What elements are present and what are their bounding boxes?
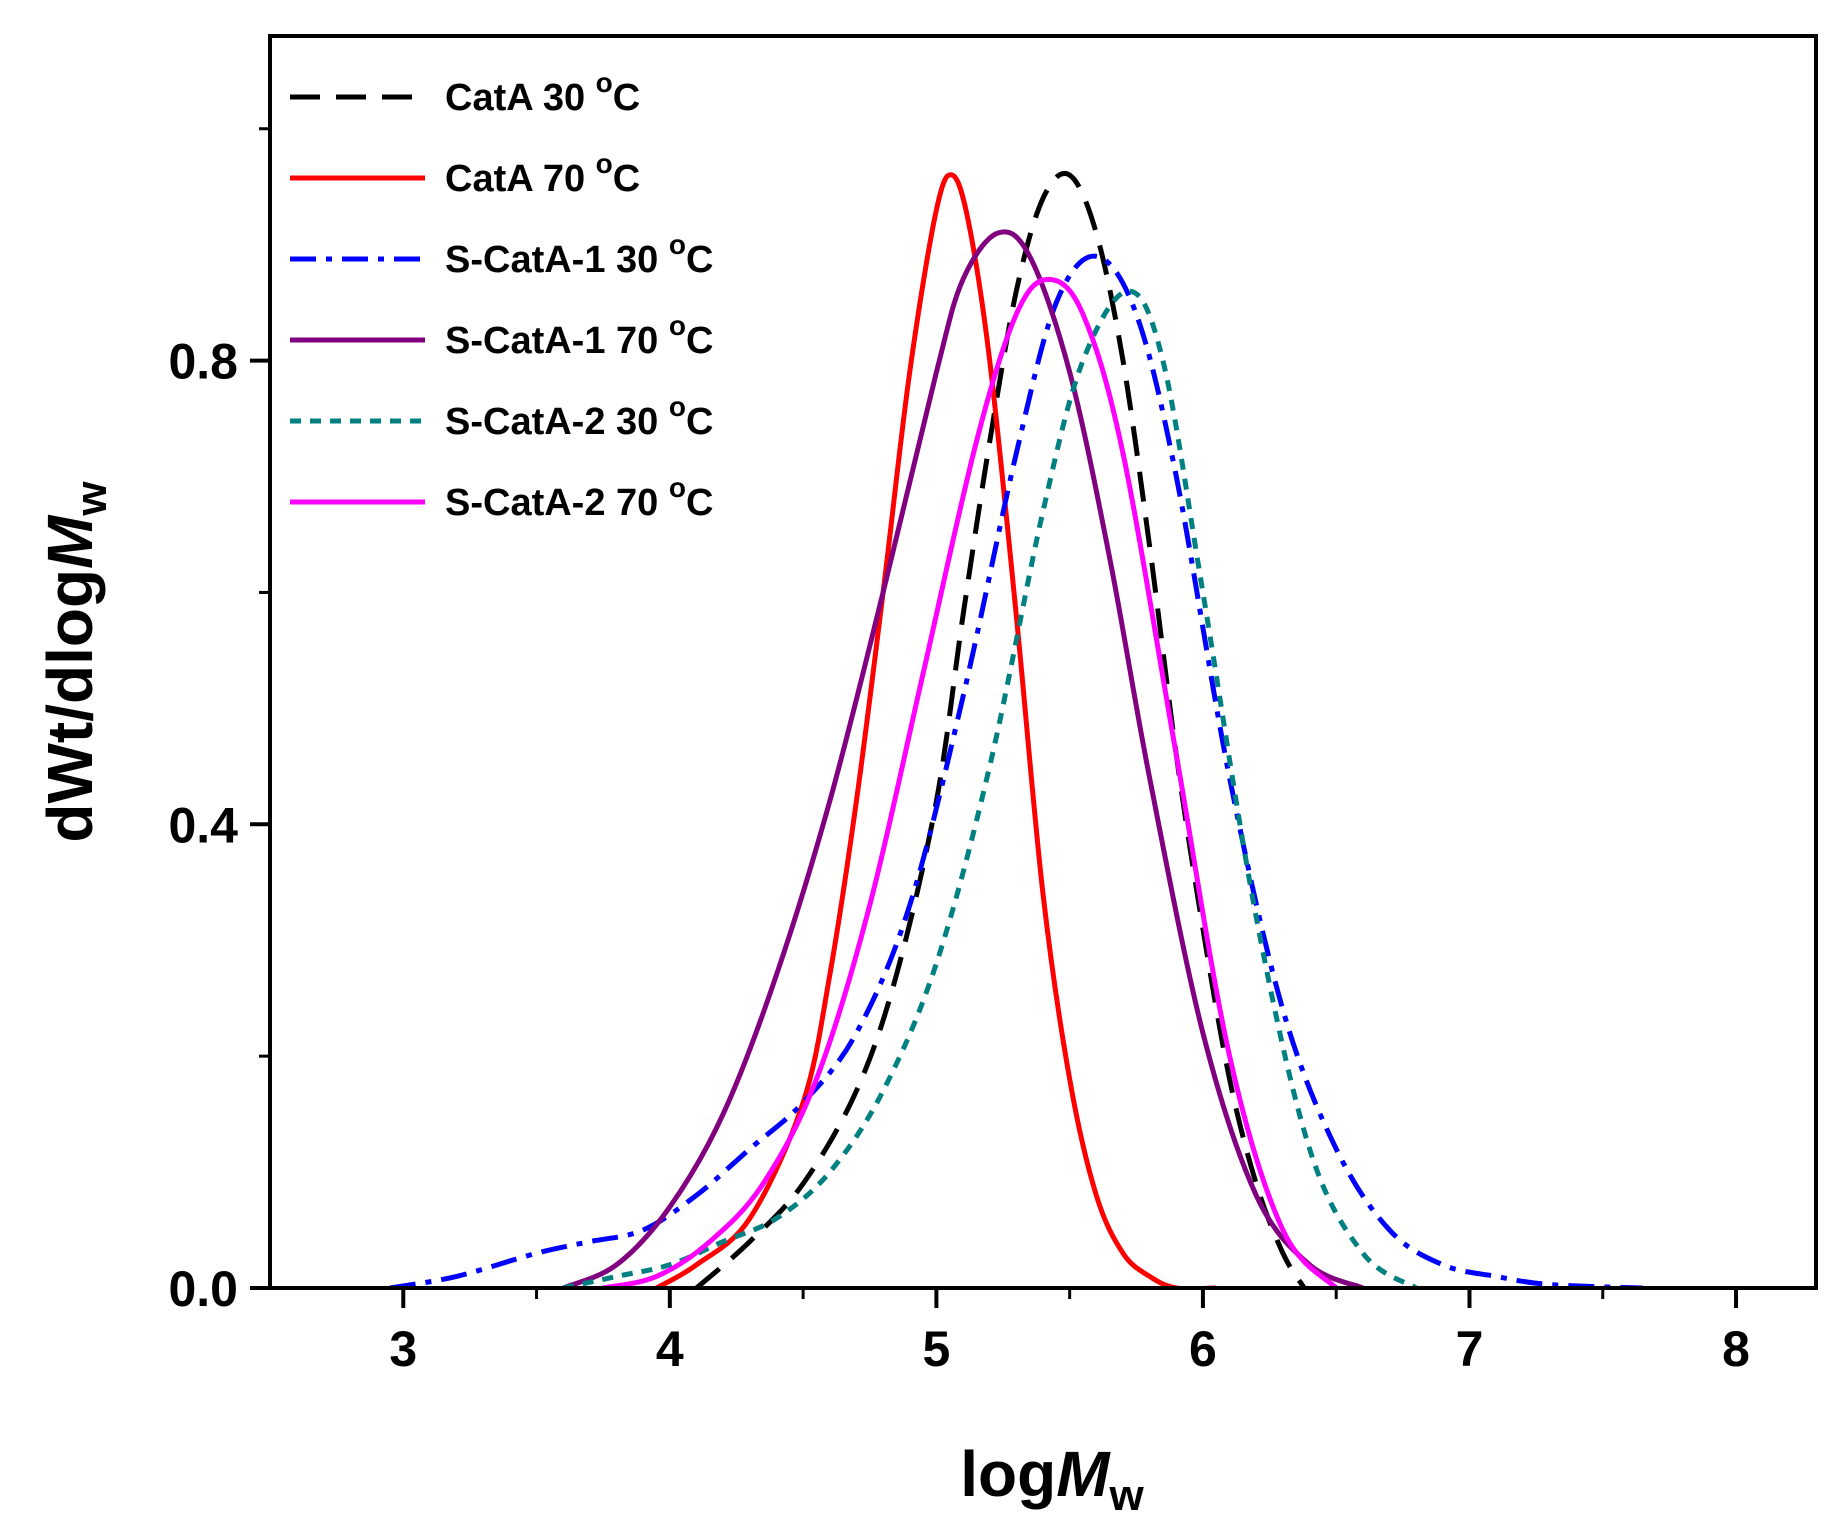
x-tick-label-7: 7 [1456,1321,1484,1377]
y-tick-label-0.8: 0.8 [168,334,238,390]
legend-label-text: S-CatA-2 30 [445,401,669,443]
legend-label-degree: o [596,67,613,98]
x-axis-title: logMw [960,1438,1144,1520]
x-tick-label-5: 5 [922,1321,950,1377]
series-s-cata-2-30-c [562,288,1418,1286]
legend-label-text: S-CatA-1 30 [445,239,669,281]
legend-label-unit: C [686,482,713,524]
legend-label-text: S-CatA-2 70 [445,482,669,524]
legend-label-unit: C [613,77,640,119]
y-axis-title-sub: w [67,481,116,517]
y-tick-label-0.4: 0.4 [168,797,238,853]
x-tick-label-3: 3 [389,1321,417,1377]
y-tick-label-0.0: 0.0 [168,1261,238,1317]
series-cata-70-c [655,172,1217,1286]
legend-label-unit: C [686,239,713,281]
y-axis-title-main: dWt/dlog [34,569,106,843]
x-tick-label-6: 6 [1189,1321,1217,1377]
legend-label-degree: o [596,148,613,179]
x-tick-labels: 3 4 5 6 7 8 [389,1321,1750,1377]
legend-label-unit: C [613,158,640,200]
series-s-cata-1-30-c [389,253,1643,1286]
axis-ticks [250,127,1739,1308]
plot-frame [268,34,1818,1290]
legend-label-unit: C [686,320,713,362]
legend-label-degree: o [669,229,686,260]
x-axis-title-sub: w [1109,1471,1145,1520]
x-axis-title-italic: M [1056,1438,1111,1510]
legend-label-degree: o [669,310,686,341]
legend-label-cata-70-c: CatA 70 oC [445,148,640,200]
legend-label-s-cata-2-70-c: S-CatA-2 70 oC [445,472,713,524]
legend-label-cata-30-c: CatA 30 oC [445,67,640,119]
legend-label-text: S-CatA-1 70 [445,320,669,362]
legend-label-text: CatA 30 [445,77,596,119]
legend-label-degree: o [669,391,686,422]
y-axis-title-italic: M [34,514,106,569]
legend-label-degree: o [669,472,686,503]
series-group [389,171,1643,1286]
legend-label-s-cata-2-30-c: S-CatA-2 30 oC [445,391,713,443]
legend-label-text: CatA 70 [445,158,596,200]
x-tick-label-4: 4 [656,1321,684,1377]
y-axis-title: dWt/dlogMw [34,481,116,843]
y-tick-labels: 0.0 0.4 0.8 [168,334,238,1317]
legend-label-s-cata-1-30-c: S-CatA-1 30 oC [445,229,713,281]
x-axis-title-main: log [960,1438,1056,1510]
series-cata-30-c [694,171,1306,1286]
series-s-cata-2-70-c [602,276,1338,1286]
legend-label-unit: C [686,401,713,443]
series-s-cata-1-70-c [562,229,1364,1286]
x-tick-label-8: 8 [1722,1321,1750,1377]
legend-label-s-cata-1-70-c: S-CatA-1 70 oC [445,310,713,362]
